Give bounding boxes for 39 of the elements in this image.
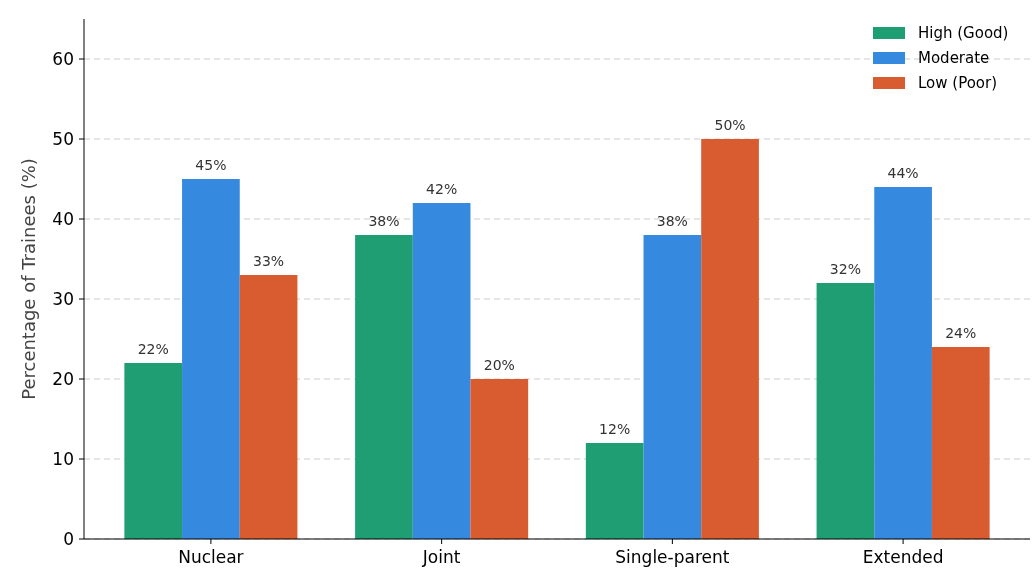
data-label: 22% (137, 341, 169, 357)
y-tick-label: 40 (52, 208, 74, 229)
x-tick-label: Joint (421, 547, 461, 567)
bar (816, 283, 875, 539)
data-label: 32% (829, 261, 861, 277)
x-tick-label: Extended (862, 547, 944, 567)
data-label: 38% (368, 213, 400, 229)
data-label: 20% (483, 357, 515, 373)
bar (701, 139, 759, 539)
bar (412, 203, 471, 539)
data-label: 24% (945, 325, 977, 341)
y-tick-label: 30 (52, 288, 74, 309)
bar (643, 235, 702, 539)
bar (355, 235, 413, 539)
x-tick-label: Single-parent (615, 547, 730, 567)
y-tick-label: 60 (52, 48, 74, 69)
x-tick-label: Nuclear (178, 547, 244, 567)
data-label: 12% (599, 421, 631, 437)
y-tick-label: 0 (63, 528, 74, 549)
y-tick-label: 20 (52, 368, 74, 389)
bar (585, 443, 644, 539)
bar (182, 179, 240, 539)
y-tick-label: 50 (52, 128, 74, 149)
data-label: 38% (656, 213, 688, 229)
data-label: 50% (714, 117, 746, 133)
data-label: 45% (195, 157, 227, 173)
bar (931, 347, 990, 539)
legend-label: Low (Poor) (918, 74, 998, 93)
bar (470, 379, 529, 539)
bar (874, 187, 932, 539)
bar (239, 275, 298, 539)
legend-label: High (Good) (918, 24, 1009, 43)
data-label: 42% (426, 181, 458, 197)
data-label: 33% (253, 253, 285, 269)
y-tick-label: 10 (52, 448, 74, 469)
legend-label: Moderate (918, 49, 990, 68)
bar (124, 363, 183, 539)
y-axis-title: Percentage of Trainees (%) (18, 158, 39, 400)
data-label: 44% (887, 165, 919, 181)
